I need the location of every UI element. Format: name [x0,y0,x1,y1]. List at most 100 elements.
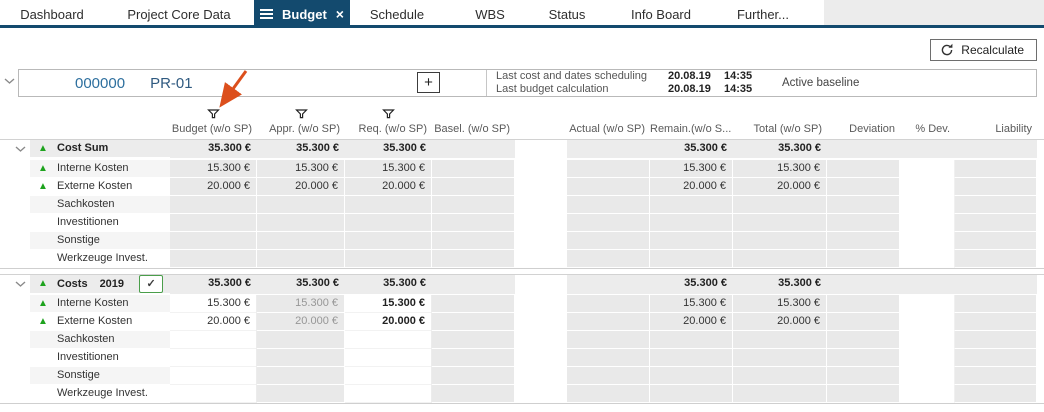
cell-deviation [827,349,900,367]
cell-liability [955,196,1037,214]
collapse-chevron-icon[interactable] [0,140,30,158]
cell-actual [567,367,650,385]
project-box: 000000 PR-01 + Last cost and dates sched… [18,69,1037,97]
row-label: Werkzeuge Invest. [57,252,148,264]
column-group-gap [515,367,567,385]
cell-deviation [827,214,900,232]
project-info: Last cost and dates scheduling 20.08.19 … [486,70,1036,96]
column-header-remain[interactable]: Remain.(w/o S... [650,123,732,135]
cell-basel [432,178,515,196]
tab-status[interactable]: Status [536,0,598,28]
cell-appr [257,196,345,214]
hamburger-icon[interactable] [260,9,274,19]
cell-liability [955,232,1037,250]
cell-basel [432,160,515,178]
cell-req[interactable] [345,331,432,349]
cell-budget[interactable] [170,331,257,349]
cell-req[interactable]: 20.000 € [345,313,432,331]
cell-deviation [827,331,900,349]
cost-row[interactable]: ▲ Interne Kosten 15.300 €15.300 €15.300 €1… [0,295,1044,313]
cell-req: 35.300 € [345,140,432,158]
cell-req [345,250,432,268]
cell-actual [567,313,650,331]
info-time: 14:35 [724,70,753,82]
filter-icon-appr[interactable] [294,106,308,124]
cell-appr [257,232,345,250]
cell-req[interactable]: 15.300 € [345,295,432,313]
filter-icon-req[interactable] [382,106,395,124]
collapse-chevron-icon[interactable] [0,275,30,294]
column-header-appr[interactable]: Appr. (w/o SP) [269,123,340,135]
cell-pdev [900,178,955,196]
column-group-gap [515,385,567,403]
cost-row[interactable]: ▲ Externe Kosten 20.000 €20.000 €20.000 €2… [0,178,1044,196]
year-checkbox[interactable]: ✓ [139,275,164,293]
cell-appr: 20.000 € [257,313,345,331]
trend-up-icon: ▲ [38,142,48,154]
tab-info-board[interactable]: Info Board [598,0,724,28]
cell-budget[interactable]: 15.300 € [170,295,257,313]
tab-budget[interactable]: Budget × [254,0,350,28]
column-header-total[interactable]: Total (w/o SP) [753,123,822,135]
column-header-liability[interactable]: Liability [995,123,1032,135]
cell-budget[interactable] [170,367,257,385]
column-header-basel[interactable]: Basel. (w/o SP) [434,123,510,135]
cell-budget[interactable] [170,385,257,403]
tab-label: WBS [475,6,505,22]
cell-basel [432,349,515,367]
trend-up-icon: ▲ [38,162,48,174]
cell-req[interactable] [345,367,432,385]
tab-bar-rest [824,0,1044,25]
row-gutter [0,331,30,349]
cell-budget[interactable] [170,349,257,367]
project-id: 000000 [75,74,126,92]
tab-label: Further... [736,6,790,22]
recalculate-button[interactable]: Recalculate [930,39,1037,61]
cell-basel [432,250,515,268]
filter-icon-budget[interactable] [207,106,220,124]
tab-schedule[interactable]: Schedule [350,0,444,28]
cost-row[interactable]: Sonstige [0,232,1044,250]
tab-further[interactable]: Further... [724,0,802,28]
cost-row[interactable]: Sachkosten [0,196,1044,214]
column-group-gap [515,232,567,250]
trend-up-icon: ▲ [38,315,48,327]
cost-row[interactable]: ▲ Interne Kosten 15.300 €15.300 €15.300 €1… [0,160,1044,178]
tab-dashboard[interactable]: Dashboard [0,0,104,28]
group-header-row[interactable]: ▲ Costs 2019 ✓ 35.300 €35.300 €35.300 €35.30… [0,275,1044,294]
info-label: Last cost and dates scheduling [496,70,648,82]
cost-row[interactable]: Werkzeuge Invest. [0,250,1044,268]
cost-row[interactable]: Sachkosten [0,331,1044,349]
column-header-req[interactable]: Req. (w/o SP) [358,123,427,135]
chevron-down-icon[interactable] [4,78,15,85]
close-icon[interactable]: × [335,6,344,22]
cost-row[interactable]: Investitionen [0,214,1044,232]
cell-total [733,196,827,214]
cost-row[interactable]: Sonstige [0,367,1044,385]
column-header-budget[interactable]: Budget (w/o SP) [171,123,252,135]
row-gutter [0,295,30,313]
cell-basel [432,313,515,331]
cost-row[interactable]: Investitionen [0,349,1044,367]
cell-remain: 20.000 € [650,313,733,331]
column-header-actual[interactable]: Actual (w/o SP) [569,123,645,135]
column-header-pdev[interactable]: % Dev. [915,123,950,135]
cost-row[interactable]: ▲ Externe Kosten 20.000 €20.000 €20.000 €2… [0,313,1044,331]
tab-project-core-data[interactable]: Project Core Data [104,0,254,28]
tab-wbs[interactable]: WBS [444,0,536,28]
cell-total [733,367,827,385]
column-group-gap [515,178,567,196]
column-header-deviation[interactable]: Deviation [849,123,895,135]
cell-remain: 15.300 € [650,295,733,313]
cell-remain: 35.300 € [650,140,733,158]
add-button[interactable]: + [417,72,440,93]
cell-req[interactable] [345,349,432,367]
cell-remain [650,385,733,403]
row-label: Sachkosten [57,198,115,210]
group-header-row[interactable]: ▲ Cost Sum 35.300 €35.300 €35.300 €35.300 … [0,140,1044,158]
cell-liability [955,275,1037,294]
cell-req[interactable] [345,385,432,403]
cost-row[interactable]: Werkzeuge Invest. [0,385,1044,403]
info-time: 14:35 [724,83,753,95]
cell-budget[interactable]: 20.000 € [170,313,257,331]
